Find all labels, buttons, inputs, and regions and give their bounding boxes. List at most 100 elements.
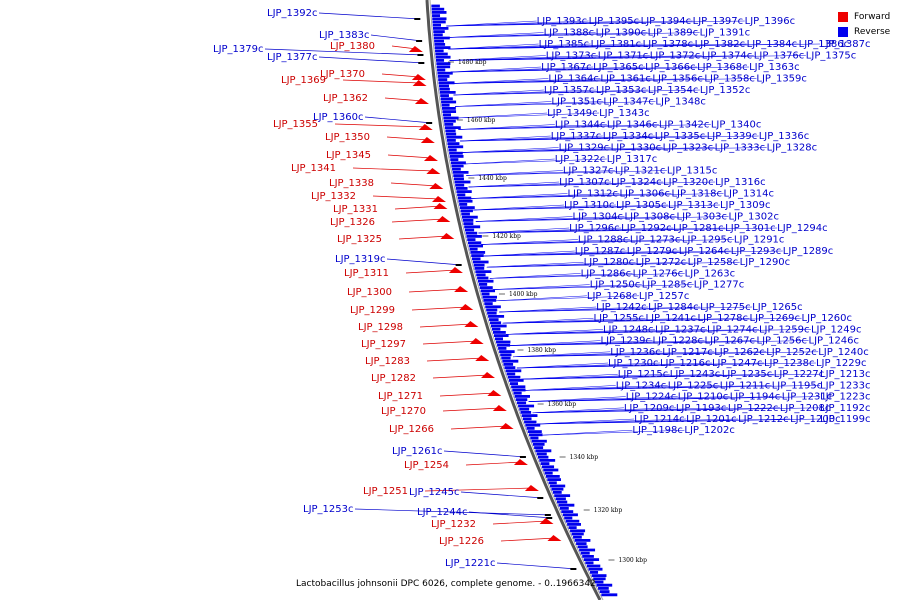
reverse-gene-block[interactable] <box>482 295 498 299</box>
reverse-gene-label[interactable]: LJP_1378c <box>643 39 694 50</box>
reverse-gene-block[interactable] <box>440 94 449 97</box>
reverse-gene-block[interactable] <box>492 331 506 334</box>
reverse-gene-label[interactable]: LJP_1268c <box>587 291 638 302</box>
reverse-gene-block[interactable] <box>567 523 581 526</box>
reverse-gene-label[interactable]: LJP_1310c <box>564 200 615 211</box>
reverse-gene-block[interactable] <box>472 257 481 261</box>
reverse-gene-tick[interactable] <box>544 514 551 516</box>
reverse-gene-block[interactable] <box>547 478 561 481</box>
reverse-gene-label[interactable]: LJP_1284c <box>648 302 699 313</box>
reverse-gene-block[interactable] <box>452 171 469 174</box>
reverse-gene-block[interactable] <box>437 71 453 75</box>
reverse-gene-label[interactable]: LJP_1323c <box>663 143 714 154</box>
reverse-gene-block[interactable] <box>574 539 591 542</box>
reverse-gene-block[interactable] <box>579 548 596 552</box>
reverse-gene-block[interactable] <box>431 7 445 11</box>
forward-gene-block[interactable] <box>414 98 429 104</box>
reverse-gene-block[interactable] <box>522 417 532 421</box>
reverse-gene-label[interactable]: LJP_1262c <box>714 347 765 358</box>
reverse-gene-label[interactable]: LJP_1273c <box>630 235 681 246</box>
forward-gene-block[interactable] <box>459 304 474 310</box>
reverse-gene-label[interactable]: LJP_1261c <box>392 446 443 457</box>
reverse-gene-block[interactable] <box>582 555 594 558</box>
reverse-gene-label[interactable]: LJP_1272c <box>636 257 687 268</box>
reverse-gene-block[interactable] <box>455 187 468 190</box>
reverse-gene-block[interactable] <box>536 452 547 456</box>
reverse-gene-block[interactable] <box>486 308 498 312</box>
forward-gene-label[interactable]: LJP_1226 <box>439 536 484 547</box>
forward-gene-block[interactable] <box>432 196 447 202</box>
reverse-gene-block[interactable] <box>506 372 516 376</box>
reverse-gene-label[interactable]: LJP_1287c <box>575 246 626 257</box>
reverse-gene-block[interactable] <box>445 129 456 133</box>
forward-gene-block[interactable] <box>524 485 539 491</box>
forward-gene-block[interactable] <box>420 137 435 143</box>
reverse-gene-label[interactable]: LJP_1257c <box>639 291 690 302</box>
reverse-gene-label[interactable]: LJP_1342c <box>659 120 710 131</box>
reverse-gene-block[interactable] <box>439 91 456 94</box>
reverse-gene-label[interactable]: LJP_1274c <box>707 324 758 335</box>
reverse-gene-block[interactable] <box>568 526 577 529</box>
reverse-gene-label[interactable]: LJP_1250c <box>590 280 641 291</box>
reverse-gene-block[interactable] <box>453 174 464 177</box>
reverse-gene-block[interactable] <box>590 571 599 574</box>
reverse-gene-label[interactable]: LJP_1221c <box>445 558 496 569</box>
reverse-gene-label[interactable]: LJP_1359c <box>756 74 807 85</box>
reverse-gene-tick[interactable] <box>414 18 421 20</box>
reverse-gene-block[interactable] <box>433 27 449 30</box>
reverse-gene-block[interactable] <box>488 315 505 318</box>
reverse-gene-block[interactable] <box>441 107 456 110</box>
reverse-gene-block[interactable] <box>461 215 478 219</box>
reverse-gene-label[interactable]: LJP_1313c <box>668 200 719 211</box>
reverse-gene-block[interactable] <box>454 180 471 184</box>
reverse-gene-block[interactable] <box>441 100 457 104</box>
reverse-gene-block[interactable] <box>599 590 610 593</box>
reverse-gene-label[interactable]: LJP_1354c <box>648 85 699 96</box>
reverse-gene-label[interactable]: LJP_1351c <box>551 97 602 108</box>
reverse-gene-label[interactable]: LJP_1267c <box>705 336 756 347</box>
forward-gene-block[interactable] <box>448 267 463 273</box>
reverse-gene-label[interactable]: LJP_1213c <box>820 369 871 380</box>
reverse-gene-block[interactable] <box>484 302 493 305</box>
forward-gene-label[interactable]: LJP_1331 <box>333 204 378 215</box>
forward-gene-block[interactable] <box>475 355 490 361</box>
reverse-gene-label[interactable]: LJP_1371c <box>598 51 649 62</box>
reverse-gene-block[interactable] <box>483 299 497 302</box>
forward-gene-label[interactable]: LJP_1350 <box>325 132 370 143</box>
reverse-gene-label[interactable]: LJP_1201c <box>686 414 737 425</box>
reverse-gene-tick[interactable] <box>570 568 577 570</box>
reverse-gene-label[interactable]: LJP_1216c <box>660 358 711 369</box>
reverse-gene-label[interactable]: LJP_1259c <box>759 324 810 335</box>
reverse-gene-label[interactable]: LJP_1288c <box>578 235 629 246</box>
reverse-gene-label[interactable]: LJP_1194c <box>730 392 781 403</box>
reverse-gene-block[interactable] <box>518 404 535 408</box>
reverse-gene-label[interactable]: LJP_1192c <box>820 403 871 414</box>
forward-gene-label[interactable]: LJP_1325 <box>337 234 382 245</box>
reverse-gene-block[interactable] <box>446 135 463 139</box>
reverse-gene-block[interactable] <box>539 459 556 462</box>
reverse-gene-label[interactable]: LJP_1290c <box>740 257 791 268</box>
reverse-gene-label[interactable]: LJP_1385c <box>539 39 590 50</box>
reverse-gene-label[interactable]: LJP_1367c <box>541 62 592 73</box>
reverse-gene-label[interactable]: LJP_1318c <box>671 189 722 200</box>
forward-gene-label[interactable]: LJP_1332 <box>311 191 356 202</box>
reverse-gene-block[interactable] <box>432 23 442 27</box>
reverse-gene-block[interactable] <box>537 455 549 459</box>
reverse-gene-block[interactable] <box>453 177 464 181</box>
forward-gene-label[interactable]: LJP_1326 <box>330 217 375 228</box>
reverse-gene-block[interactable] <box>543 468 559 472</box>
reverse-gene-label[interactable]: LJP_1227c <box>774 369 825 380</box>
reverse-gene-label[interactable]: LJP_1374c <box>702 51 753 62</box>
reverse-gene-tick[interactable] <box>455 264 462 266</box>
forward-gene-label[interactable]: LJP_1345 <box>326 150 371 161</box>
reverse-gene-label[interactable]: LJP_1397c <box>693 16 744 27</box>
reverse-gene-label[interactable]: LJP_1373c <box>546 51 597 62</box>
reverse-gene-label[interactable]: LJP_1383c <box>319 30 370 41</box>
reverse-gene-label[interactable]: LJP_1352c <box>700 85 751 96</box>
reverse-gene-label[interactable]: LJP_1336c <box>759 131 810 142</box>
reverse-gene-label[interactable]: LJP_1234c <box>616 380 667 391</box>
forward-gene-label[interactable]: LJP_1355 <box>273 119 318 130</box>
reverse-gene-block[interactable] <box>477 276 489 280</box>
reverse-gene-label[interactable]: LJP_1353c <box>596 85 647 96</box>
reverse-gene-label[interactable]: LJP_1200c <box>790 414 841 425</box>
